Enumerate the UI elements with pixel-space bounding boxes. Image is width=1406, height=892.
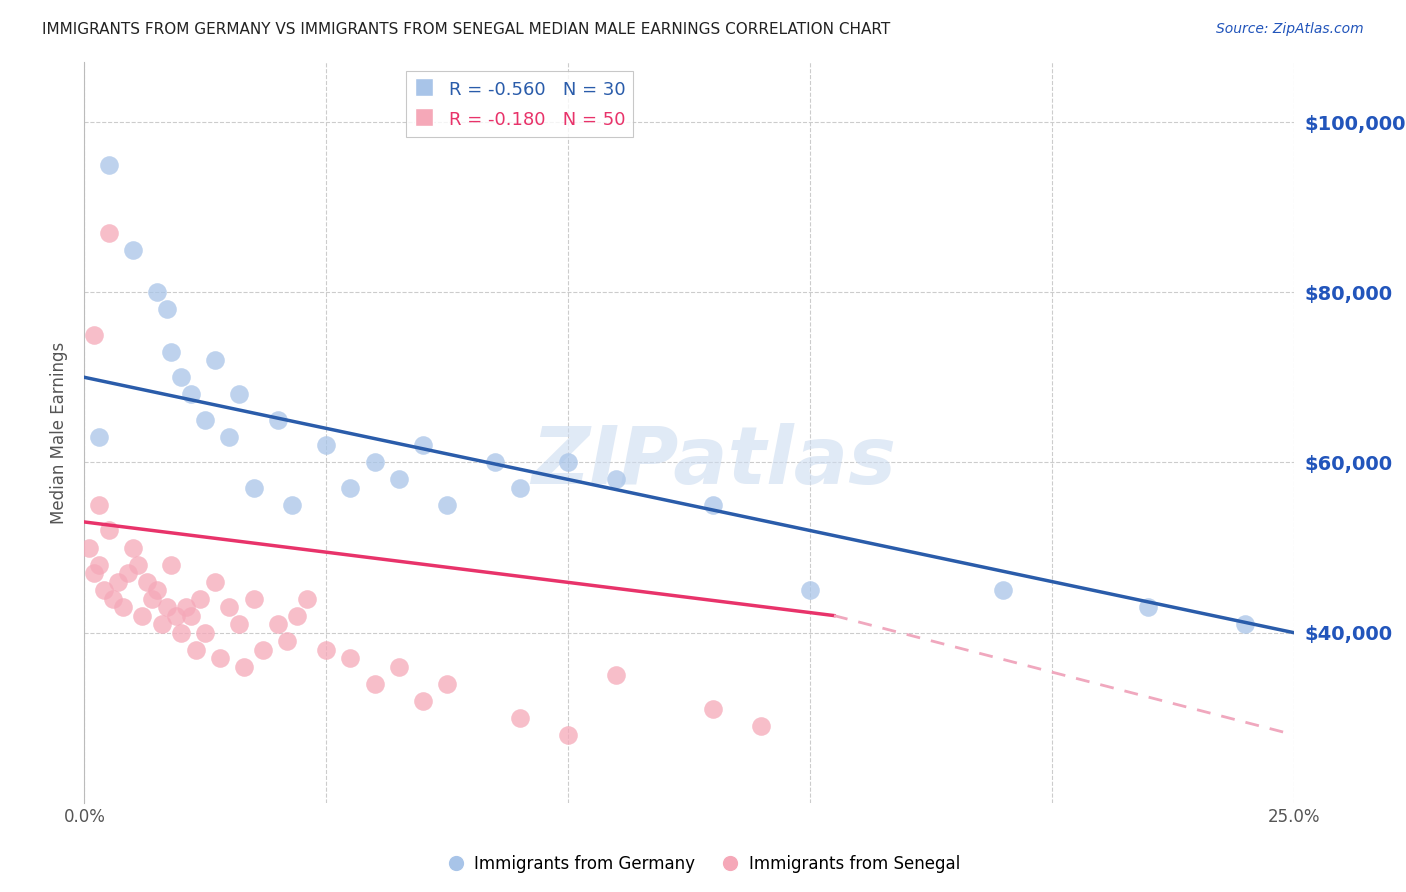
Point (83, 327, 105, 342)
Point (295, 591, 318, 606)
Point (228, 617, 250, 632)
Point (799, 582, 821, 597)
Point (285, 608, 308, 623)
Point (218, 600, 240, 615)
Point (204, 353, 226, 368)
Point (174, 600, 197, 615)
Point (252, 642, 274, 657)
Point (180, 387, 202, 401)
Point (315, 438, 337, 452)
Point (267, 413, 290, 427)
Text: IMMIGRANTS FROM GERMANY VS IMMIGRANTS FROM SENEGAL MEDIAN MALE EARNINGS CORRELAT: IMMIGRANTS FROM GERMANY VS IMMIGRANTS FR… (42, 22, 890, 37)
Point (218, 430, 240, 444)
Point (165, 608, 187, 623)
Point (87, 498, 110, 512)
Point (190, 591, 212, 606)
Point (194, 413, 217, 427)
Point (228, 387, 250, 401)
Point (131, 608, 153, 623)
Point (388, 659, 411, 673)
Point (412, 694, 434, 708)
Point (605, 472, 627, 486)
Point (363, 676, 385, 690)
Point (117, 566, 139, 580)
Point (87, 558, 110, 572)
Point (751, 719, 773, 733)
Point (315, 642, 337, 657)
Point (103, 591, 125, 606)
Text: Source: ZipAtlas.com: Source: ZipAtlas.com (1216, 22, 1364, 37)
Point (97, 524, 120, 538)
Point (141, 591, 163, 606)
Legend: Immigrants from Germany, Immigrants from Senegal: Immigrants from Germany, Immigrants from… (439, 848, 967, 880)
Point (170, 370, 193, 384)
Point (107, 574, 129, 589)
Point (509, 481, 531, 495)
Point (121, 243, 143, 257)
Point (363, 455, 385, 469)
Point (97, 226, 120, 240)
Point (160, 344, 183, 359)
Text: ZIPatlas: ZIPatlas (530, 423, 896, 501)
Point (170, 625, 193, 640)
Point (155, 600, 177, 615)
Point (484, 455, 506, 469)
Point (1234, 617, 1257, 632)
Legend: R = -0.560   N = 30, R = -0.180   N = 50: R = -0.560 N = 30, R = -0.180 N = 50 (406, 71, 633, 136)
Point (77, 541, 100, 555)
Point (339, 481, 361, 495)
Point (150, 617, 173, 632)
Point (127, 558, 149, 572)
Point (208, 651, 231, 665)
Point (194, 625, 217, 640)
Point (160, 558, 183, 572)
Point (180, 608, 202, 623)
Point (242, 481, 264, 495)
Point (233, 659, 256, 673)
Point (83, 566, 105, 580)
Point (276, 634, 298, 648)
Point (155, 302, 177, 317)
Point (204, 574, 226, 589)
Point (146, 285, 169, 300)
Point (436, 498, 458, 512)
Point (557, 728, 579, 742)
Point (112, 600, 135, 615)
Point (605, 668, 627, 682)
Point (121, 541, 143, 555)
Point (993, 582, 1015, 597)
Point (242, 591, 264, 606)
Point (509, 711, 531, 725)
Y-axis label: Median Male Earnings: Median Male Earnings (51, 342, 69, 524)
Point (184, 642, 207, 657)
Point (281, 498, 304, 512)
Point (87, 430, 110, 444)
Point (388, 472, 411, 486)
Point (1137, 600, 1160, 615)
Point (146, 582, 169, 597)
Point (412, 438, 434, 452)
Point (436, 676, 458, 690)
Point (557, 455, 579, 469)
Point (97, 157, 120, 171)
Point (267, 617, 290, 632)
Point (339, 651, 361, 665)
Point (93, 582, 115, 597)
Point (136, 574, 159, 589)
Point (702, 702, 724, 716)
Point (702, 498, 724, 512)
